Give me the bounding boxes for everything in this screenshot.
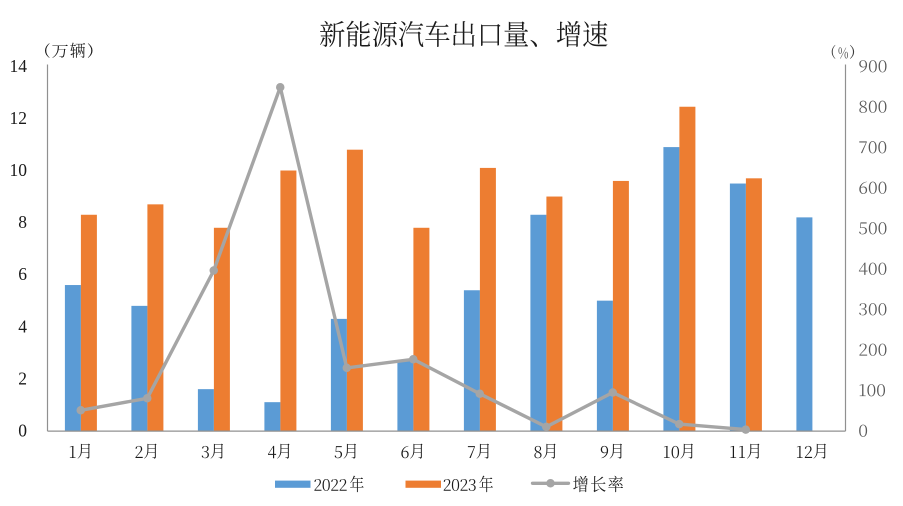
svg-text:6: 6 [18, 264, 27, 284]
svg-text:10: 10 [10, 160, 28, 180]
svg-text:14: 14 [10, 56, 28, 76]
svg-text:4: 4 [18, 316, 27, 336]
svg-text:0: 0 [18, 420, 27, 440]
svg-text:12: 12 [10, 108, 28, 128]
svg-text:8: 8 [18, 212, 27, 232]
svg-text:2: 2 [18, 368, 27, 388]
